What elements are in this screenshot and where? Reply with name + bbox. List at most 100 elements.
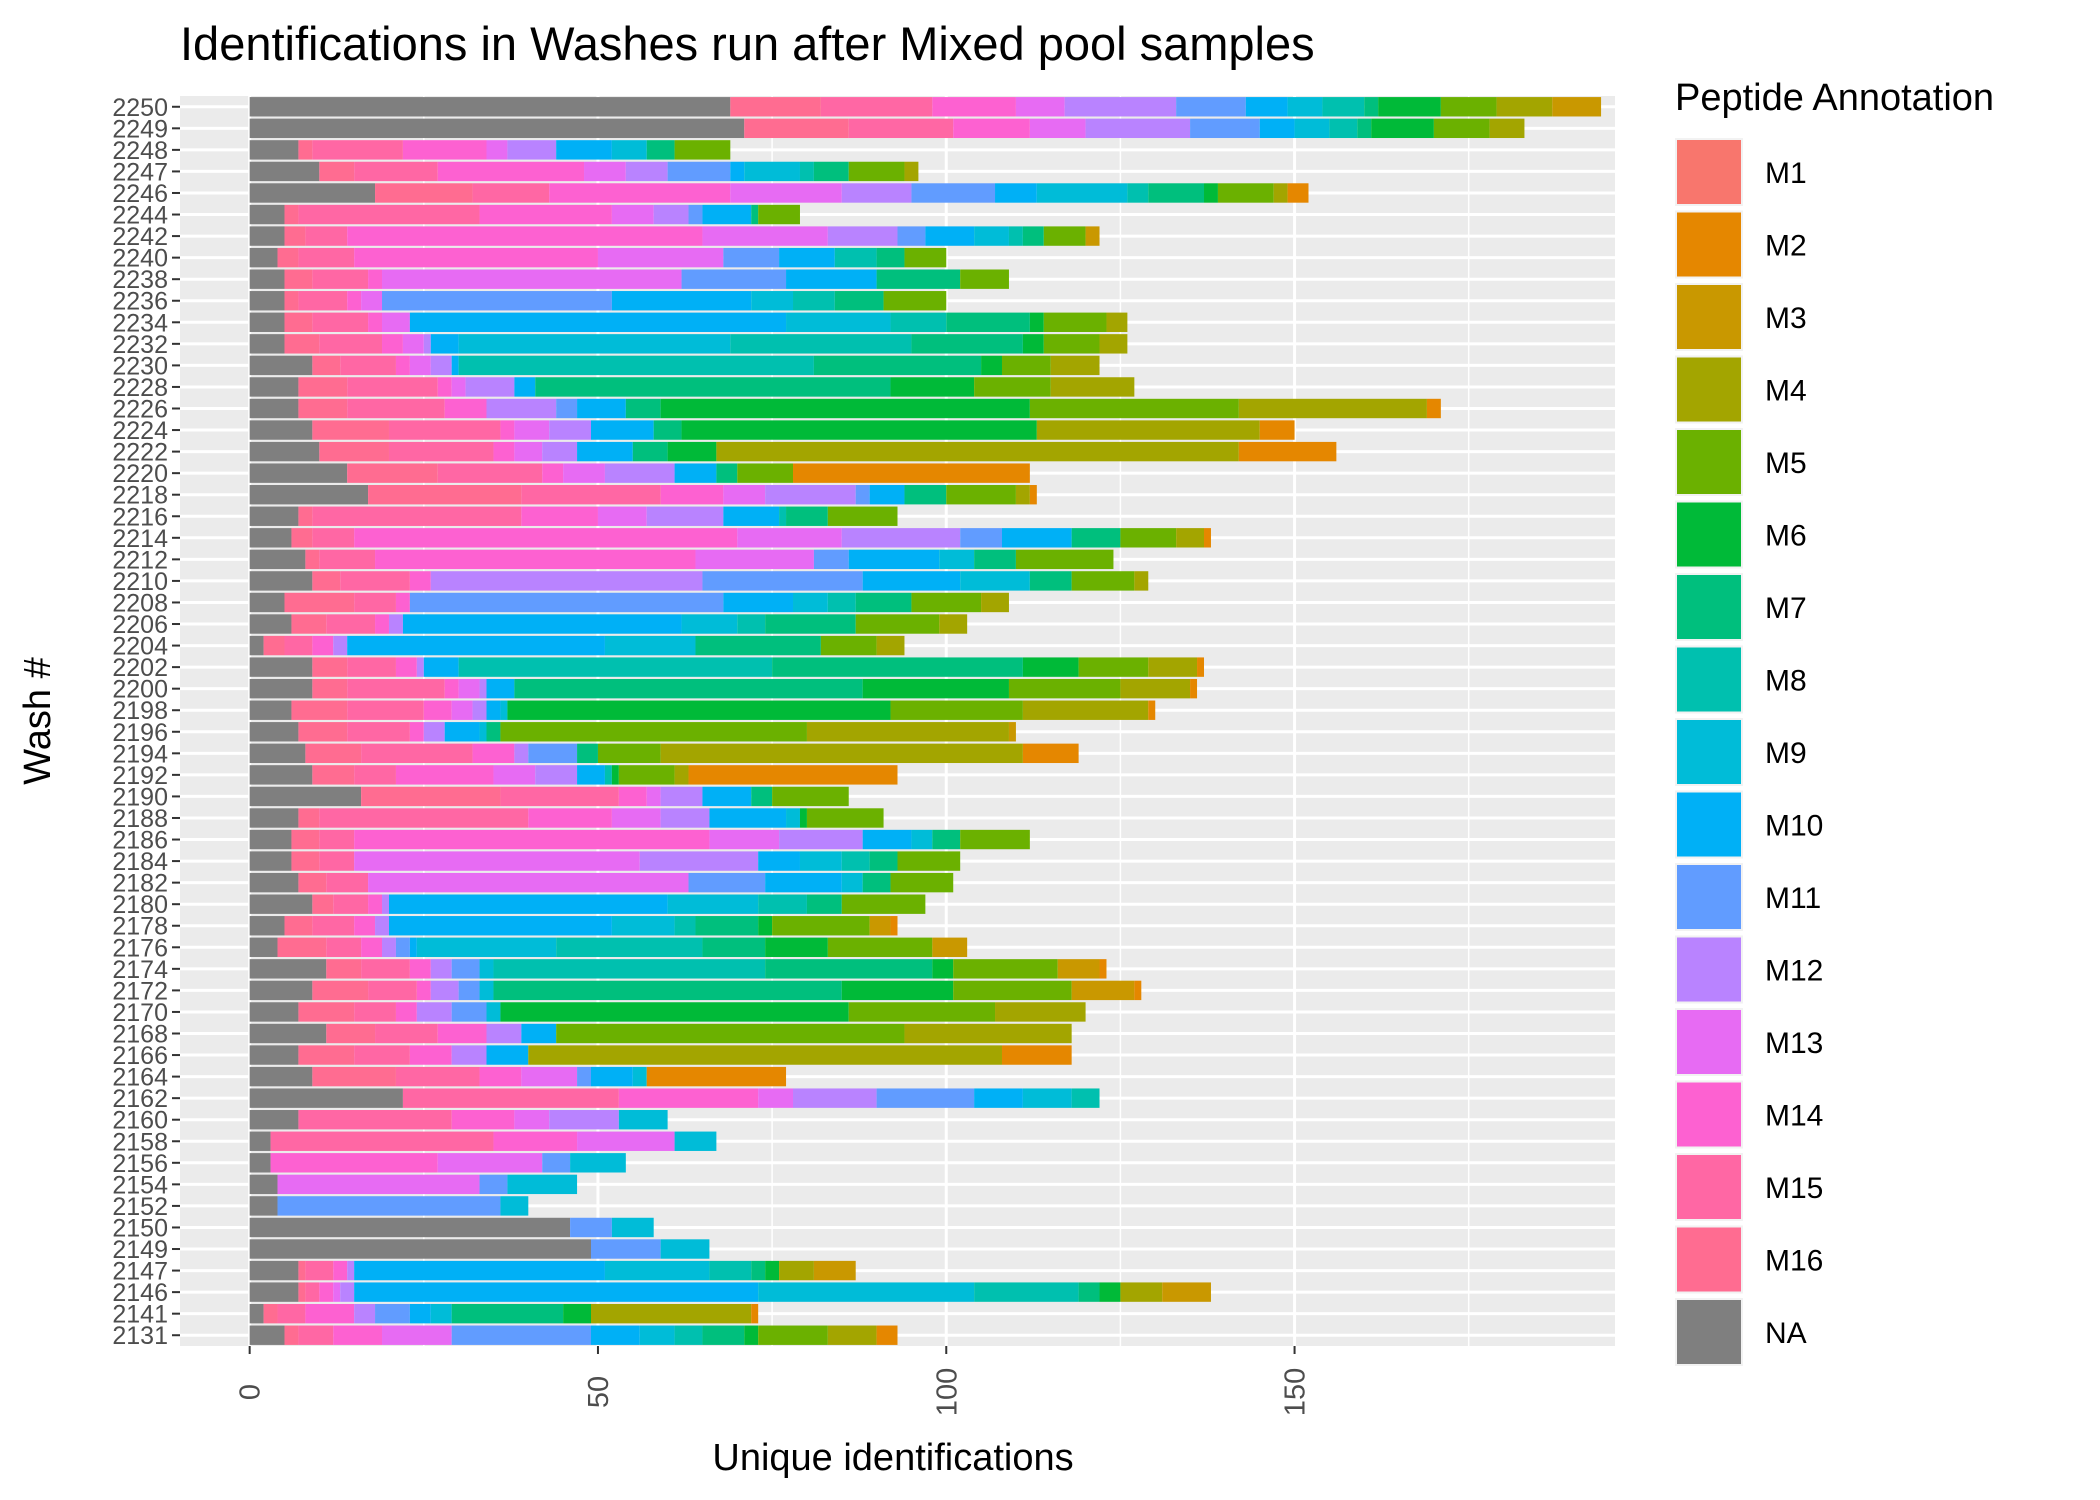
bar-segment-2146-M8 [974, 1282, 1079, 1302]
bar-segment-2198-M5 [890, 700, 1023, 720]
bar-segment-2190-M12 [660, 786, 703, 807]
bar-segment-2162-M15 [402, 1088, 619, 1108]
bar-segment-2249-M6 [1371, 118, 1434, 139]
bar-segment-2216-NA [249, 506, 299, 526]
bar-segment-2249-M12 [1085, 118, 1191, 139]
bar-segment-2226-NA [249, 398, 299, 419]
bar-segment-2154-M9 [507, 1174, 578, 1195]
legend-label: M6 [1765, 520, 1807, 553]
bar-segment-2230-M4 [1050, 355, 1100, 376]
bar-2174 [249, 959, 1107, 979]
bar-segment-2248-M16 [298, 140, 313, 160]
bar-segment-2149-M11 [590, 1239, 661, 1259]
bar-2248 [249, 140, 731, 160]
bar-segment-2228-NA [249, 377, 299, 397]
x-axis-title: Unique identifications [712, 1437, 1073, 1479]
bar-segment-2210-M4 [1134, 571, 1149, 591]
legend-swatch [1677, 1155, 1741, 1219]
bar-2164 [249, 1066, 787, 1087]
bar-segment-2218-M15 [521, 485, 661, 505]
bar-segment-2196-M10 [444, 722, 480, 742]
bar-segment-2192-M15 [354, 765, 396, 785]
bar-segment-2186-M5 [960, 829, 1030, 850]
bar-segment-2164-M15 [395, 1066, 480, 1087]
bar-segment-2146-M16 [298, 1282, 306, 1302]
bar-segment-2158-M13 [577, 1131, 675, 1151]
bar-2184 [249, 851, 961, 871]
bar-segment-2152-M9 [500, 1196, 529, 1216]
bar-segment-2146-M7 [1078, 1282, 1100, 1302]
bar-2247 [249, 161, 919, 182]
bar-segment-2246-M5 [1217, 183, 1274, 203]
bar-segment-2208-M5 [911, 592, 982, 613]
bar-segment-2160-M12 [549, 1110, 619, 1130]
y-tick-label: 2160 [112, 1107, 168, 1135]
y-tick-label: 2248 [112, 137, 168, 165]
bar-segment-2230-NA [249, 355, 313, 376]
bar-2178 [249, 916, 898, 936]
bar-segment-2186-M14 [354, 829, 710, 850]
bar-segment-2198-NA [249, 700, 292, 720]
bar-segment-2146-M6 [1099, 1282, 1121, 1302]
bar-segment-2141-M7 [451, 1303, 564, 1324]
bar-segment-2196-M7 [486, 722, 501, 742]
bar-2160 [249, 1110, 668, 1130]
bar-2194 [249, 743, 1079, 764]
bar-segment-2196-M12 [423, 722, 445, 742]
bar-segment-2240-M10 [779, 247, 835, 268]
bar-segment-2176-M15 [326, 937, 362, 957]
bar-segment-2204-M10 [347, 635, 605, 656]
bar-segment-2218-M12 [765, 485, 856, 505]
bar-segment-2174-M8 [493, 959, 766, 979]
bar-segment-2208-M15 [354, 592, 396, 613]
bar-segment-2131-M11 [451, 1325, 591, 1345]
bar-segment-2200-M5 [1008, 678, 1121, 699]
bar-segment-2156-M14 [270, 1153, 438, 1173]
bar-segment-2184-M8 [841, 851, 870, 871]
bar-segment-2178-M6 [758, 916, 773, 936]
bar-segment-2176-M6 [765, 937, 828, 957]
bar-segment-2198-M6 [507, 700, 891, 720]
legend-label: M12 [1765, 955, 1823, 988]
x-tick-label: 0 [235, 1384, 267, 1400]
bar-segment-2210-M12 [430, 571, 703, 591]
bar-segment-2232-M12 [423, 334, 431, 354]
bar-segment-2147-M15 [305, 1260, 334, 1281]
bar-segment-2247-M7 [813, 161, 849, 182]
legend-item-M10: M10 [1675, 790, 1823, 859]
legend-swatch [1677, 1300, 1741, 1364]
bar-segment-2244-M5 [758, 204, 800, 225]
bar-segment-2164-M9 [632, 1066, 647, 1087]
bar-segment-2147-M12 [347, 1260, 355, 1281]
bar-segment-2180-NA [249, 894, 313, 914]
bar-segment-2210-M7 [1029, 571, 1072, 591]
bar-segment-2184-M9 [799, 851, 842, 871]
bar-segment-2202-M12 [416, 657, 424, 677]
bar-segment-2226-M12 [486, 398, 557, 419]
bar-segment-2174-M11 [451, 959, 480, 979]
bar-segment-2247-M12 [625, 161, 668, 182]
bar-segment-2174-M15 [361, 959, 410, 979]
y-axis: 2131214121462147214921502152215421562158… [112, 94, 180, 1350]
bar-segment-2188-M9 [786, 808, 800, 828]
bar-segment-2182-M13 [368, 872, 689, 893]
y-tick-label: 2158 [112, 1128, 168, 1156]
bar-segment-2242-NA [249, 226, 285, 246]
bar-segment-2146-M13 [333, 1282, 341, 1302]
bar-segment-2214-M14 [354, 528, 738, 548]
bar-segment-2186-M13 [709, 829, 780, 850]
bar-segment-2178-M7 [695, 916, 759, 936]
bar-2188 [249, 808, 884, 828]
bar-segment-2196-M16 [298, 722, 348, 742]
bar-segment-2234-M7 [946, 312, 1030, 332]
bar-segment-2147-M7 [751, 1260, 766, 1281]
bar-segment-2212-M13 [695, 549, 814, 570]
bar-segment-2250-NA [249, 97, 731, 117]
bar-segment-2242-M5 [1043, 226, 1086, 246]
bar-segment-2222-M4 [716, 441, 1239, 462]
bar-segment-2194-M15 [361, 743, 473, 764]
bar-segment-2250-M10 [1245, 97, 1288, 117]
y-tick-label: 2174 [112, 956, 168, 984]
bar-segment-2131-M7 [702, 1325, 745, 1345]
bar-segment-2246-M2 [1287, 183, 1309, 203]
